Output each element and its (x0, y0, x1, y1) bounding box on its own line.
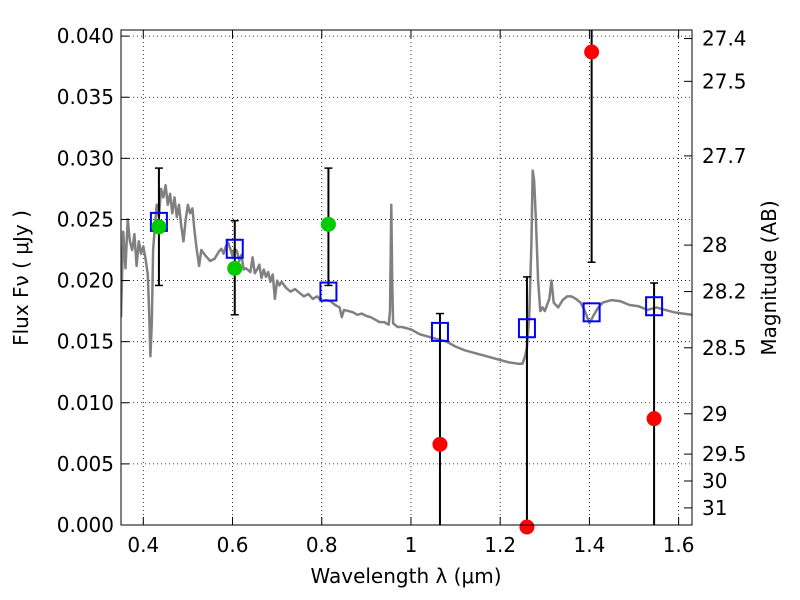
right-tick-label: 27.5 (702, 69, 747, 93)
y-tick-label: 0.020 (57, 269, 114, 293)
right-tick-label: 27.7 (702, 144, 747, 168)
x-tick-label: 1 (405, 533, 418, 557)
y-tick-label: 0.040 (57, 24, 114, 48)
model-flux-square-marker (645, 296, 664, 317)
y-tick-label: 0.005 (57, 452, 114, 476)
overflow-markers (519, 519, 535, 535)
y-tick-label: 0.035 (57, 85, 114, 109)
plot-frame (120, 29, 693, 526)
model-flux-square-marker (517, 318, 536, 339)
x-tick-label: 0.8 (306, 533, 338, 557)
model-flux-square-marker (430, 321, 449, 342)
right-tick-label: 29 (702, 402, 727, 426)
x-axis-label: Wavelength λ (μm) (310, 564, 501, 588)
series-layer (121, 30, 692, 525)
y-tick-label: 0.030 (57, 146, 114, 170)
right-tick-label: 27.4 (702, 27, 747, 51)
axis-ticks (121, 30, 692, 526)
right-tick-label: 31 (702, 496, 727, 520)
non-detection-flux-marker (432, 436, 448, 452)
detected-flux-marker (320, 216, 336, 232)
right-tick-label: 28 (702, 233, 727, 257)
right-tick-label: 29.5 (702, 442, 747, 466)
y-tick-label: 0.025 (57, 207, 114, 231)
right-tick-label: 28.5 (702, 336, 747, 360)
model-flux-square-marker (319, 281, 338, 302)
detected-flux-marker (227, 260, 243, 276)
x-tick-label: 1.4 (573, 533, 605, 557)
detected-flux-marker (151, 219, 167, 235)
right-tick-label: 28.2 (702, 280, 747, 304)
model-spectrum-line (121, 169, 692, 365)
y-axis-label: Flux Fν ( μJy ) (9, 210, 33, 346)
x-tick-label: 0.4 (127, 533, 159, 557)
grid-lines (121, 30, 692, 526)
non-detection-flux-marker (519, 519, 535, 535)
non-detection-flux-marker (584, 44, 600, 60)
x-tick-label: 1.6 (663, 533, 695, 557)
right-axis-label: Magnitude (AB) (757, 200, 781, 355)
y-tick-label: 0.010 (57, 391, 114, 415)
y-tick-label: 0.015 (57, 330, 114, 354)
model-flux-square-marker (225, 238, 244, 259)
x-tick-label: 1.2 (484, 533, 516, 557)
x-tick-label: 0.6 (217, 533, 249, 557)
right-tick-label: 30 (702, 469, 727, 493)
tick-labels: 0.4 0.6 0.8 1 1.2 1.4 1.6 0.000 0.005 0.010 0.015 0… (57, 24, 747, 557)
non-detection-flux-marker (646, 411, 662, 427)
y-tick-label: 0.000 (57, 513, 114, 537)
model-flux-square-marker (582, 302, 601, 323)
